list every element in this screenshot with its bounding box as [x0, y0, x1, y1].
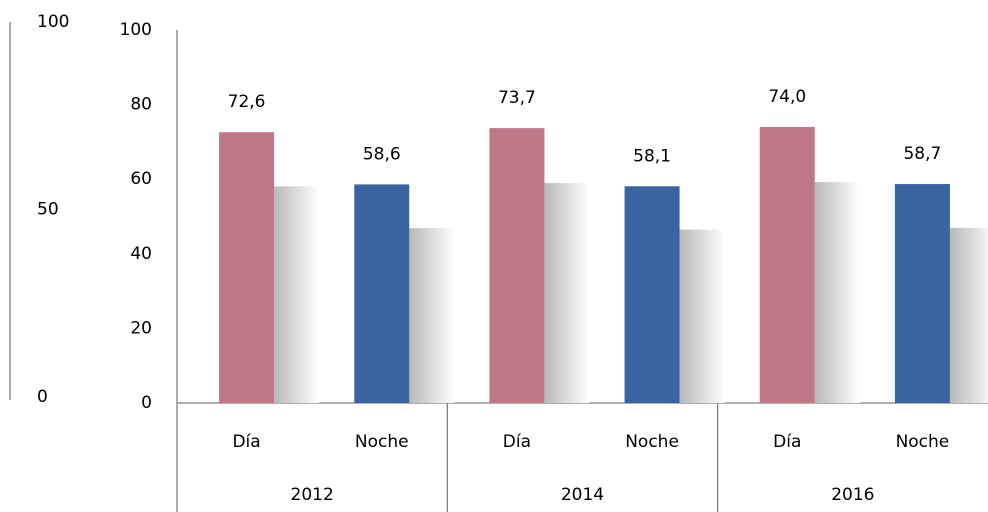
group-label: 2012 [291, 485, 334, 505]
y2-tick-label: 0 [37, 387, 48, 407]
y-tick-label: 0 [141, 393, 152, 413]
data-label: 58,7 [903, 144, 941, 164]
bar [759, 126, 815, 403]
bar [624, 186, 680, 403]
x-tick-label: Noche [625, 432, 679, 452]
bar-shadow [544, 183, 590, 403]
y-tick-label: 100 [120, 20, 152, 40]
data-label: 58,1 [633, 146, 671, 166]
bar-shadow [814, 182, 860, 403]
x-tick-label: Día [503, 432, 531, 452]
data-label: 73,7 [498, 88, 536, 108]
data-label: 74,0 [768, 87, 806, 107]
y2-tick-label: 100 [37, 12, 69, 32]
bar [219, 132, 275, 403]
bar-shadow [274, 186, 320, 403]
y-tick-label: 80 [130, 95, 152, 115]
bar [354, 184, 410, 403]
bar [894, 184, 950, 403]
y-tick-label: 20 [130, 318, 152, 338]
x-tick-label: Noche [355, 432, 409, 452]
bar-shadow [949, 227, 988, 403]
y-tick-label: 60 [130, 169, 152, 189]
group-label: 2016 [831, 485, 874, 505]
bar-shadow [409, 228, 455, 403]
y2-tick-label: 50 [37, 200, 59, 220]
data-label: 58,6 [363, 144, 401, 164]
x-tick-label: Día [773, 432, 801, 452]
x-tick-label: Día [232, 432, 260, 452]
group-label: 2014 [561, 485, 604, 505]
bar [489, 128, 545, 403]
data-label: 72,6 [228, 92, 266, 112]
bar-shadow [679, 229, 725, 403]
y-tick-label: 40 [130, 244, 152, 264]
x-tick-label: Noche [896, 432, 950, 452]
